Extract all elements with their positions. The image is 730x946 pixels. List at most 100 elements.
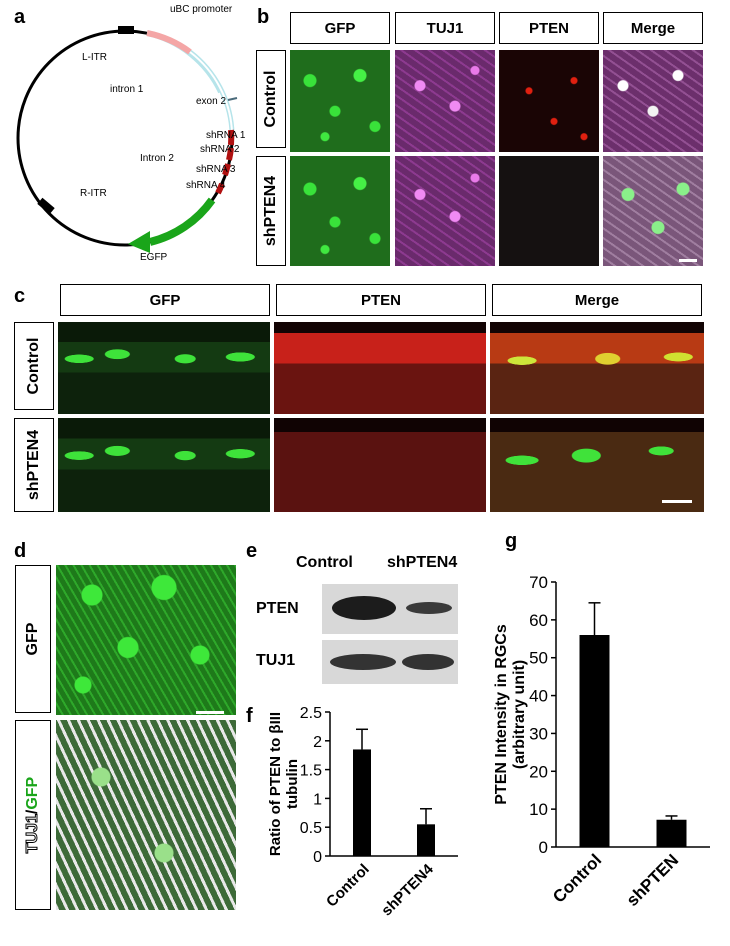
b-control-tuj1-image <box>395 50 495 152</box>
d-scalebar <box>196 711 224 714</box>
chart-f: 0 0.5 1 1.5 2 2.5 Control shPTEN4 Ratio of PTEN … <box>267 705 458 919</box>
e-tuj1-blot <box>322 640 458 684</box>
bar-shPTEN4 <box>417 824 435 856</box>
y-tick-label: 30 <box>529 724 548 743</box>
b-col-gfp: GFP <box>290 12 390 44</box>
x-tick-label: shPTEN <box>623 850 683 910</box>
y-tick-label: 40 <box>529 687 548 706</box>
e-pten-blot <box>322 584 458 634</box>
shrna3-block <box>222 163 231 176</box>
y-tick-label: 50 <box>529 649 548 668</box>
c-control-gfp-image <box>58 322 270 414</box>
y-tick-label: 0 <box>313 849 322 866</box>
c-shpten4-merge-image <box>490 418 704 512</box>
label-shrna4: shRNA 4 <box>186 180 226 191</box>
c-row-control: Control <box>14 322 54 410</box>
label-ritr: R-ITR <box>80 188 107 199</box>
label-shrna1: shRNA 1 <box>206 130 246 141</box>
e-lane-shpten4: shPTEN4 <box>387 554 458 571</box>
d-label-tuj1: TUJ1 <box>24 814 42 854</box>
bar-Control <box>579 635 610 847</box>
c-control-merge-image <box>490 322 704 414</box>
c-shpten4-pten-image <box>274 418 486 512</box>
label-litr: L-ITR <box>82 52 107 63</box>
d-label-gfp: GFP <box>15 565 51 713</box>
panel-label-a: a <box>14 6 26 28</box>
e-row-tuj1: TUJ1 <box>256 652 296 669</box>
x-tick-label: Control <box>549 850 605 906</box>
y-tick-label: 60 <box>529 611 548 630</box>
e-row-pten: PTEN <box>256 600 299 617</box>
y-tick-label: 20 <box>529 762 548 781</box>
label-ubc: uBC promoter <box>170 4 233 15</box>
b-col-tuj1: TUJ1 <box>395 12 495 44</box>
shrna4-block <box>215 182 225 195</box>
y-tick-label: 0 <box>539 838 548 857</box>
chart-g: 0 10 20 30 40 50 60 70 Control shPTEN PTEN Intensi… <box>493 573 710 910</box>
shrna2-block <box>226 147 234 161</box>
e-tuj1-band-shpten4 <box>402 654 454 670</box>
y-tick-label: 1.5 <box>300 763 322 780</box>
e-tuj1-band-control <box>330 654 396 670</box>
d-gfp-image <box>56 565 236 715</box>
b-col-pten: PTEN <box>499 12 599 44</box>
y-tick-label: 2 <box>313 734 322 751</box>
b-shpten4-pten-image <box>499 156 599 266</box>
intron-segment <box>188 50 235 133</box>
e-pten-band-control <box>332 596 396 620</box>
promoter-segment <box>146 30 192 55</box>
d-label-gfp2: GFP <box>24 776 41 810</box>
label-shrna2: shRNA 2 <box>200 144 240 155</box>
uBC-promoter-segment <box>146 30 224 94</box>
label-egfp: EGFP <box>140 252 168 260</box>
exon2-mark <box>227 97 238 101</box>
x-tick-label: Control <box>323 861 373 911</box>
y-axis-label: Ratio of PTEN to βIIItubulin <box>267 712 301 856</box>
label-exon2: exon 2 <box>196 96 226 107</box>
b-row-shpten4: shPTEN4 <box>256 156 286 266</box>
egfp-arrowhead <box>128 231 150 253</box>
b-row-control: Control <box>256 50 286 148</box>
x-tick-label: shPTEN4 <box>378 860 437 919</box>
b-control-gfp-image <box>290 50 390 152</box>
d-merge-image <box>56 720 236 910</box>
panel-label-d: d <box>14 540 27 562</box>
c-scalebar <box>662 500 692 503</box>
c-shpten4-gfp-image <box>58 418 270 512</box>
label-intron1: intron 1 <box>110 84 144 95</box>
panel-label-c: c <box>14 285 26 307</box>
label-shrna3: shRNA 3 <box>196 164 236 175</box>
ritr-block <box>37 197 55 215</box>
y-tick-label: 10 <box>529 800 548 819</box>
c-col-merge: Merge <box>492 284 702 316</box>
plasmid-map: uBC promoter L-ITR intron 1 exon 2 shRNA… <box>16 4 246 260</box>
b-shpten4-tuj1-image <box>395 156 495 266</box>
panel-label-b: b <box>257 6 270 28</box>
b-col-merge: Merge <box>603 12 703 44</box>
panel-label-f: f <box>246 705 253 727</box>
b-shpten4-merge-image <box>603 156 703 266</box>
e-pten-band-shpten4 <box>406 602 452 614</box>
b-control-pten-image <box>499 50 599 152</box>
bar-shPTEN <box>656 819 687 847</box>
panel-label-g: g <box>505 530 518 552</box>
y-tick-label: 1 <box>313 791 322 808</box>
y-tick-label: 70 <box>529 573 548 592</box>
egfp-segment <box>148 197 216 246</box>
b-control-merge-image <box>603 50 703 152</box>
c-row-shpten4: shPTEN4 <box>14 418 54 512</box>
label-intron2: Intron 2 <box>140 153 174 164</box>
bar-Control <box>353 749 371 856</box>
b-shpten4-gfp-image <box>290 156 390 266</box>
c-col-gfp: GFP <box>60 284 270 316</box>
c-control-pten-image <box>274 322 486 414</box>
y-axis-label: PTEN Intensity in RGCs(arbitrary unit) <box>493 624 528 805</box>
d-label-slash: / <box>24 809 41 815</box>
d-label-tuj1-gfp: TUJ1/GFP <box>15 720 51 910</box>
y-tick-label: 2.5 <box>300 705 322 722</box>
b-scalebar <box>679 259 697 262</box>
e-lane-control: Control <box>296 554 353 571</box>
litr-block <box>118 26 134 34</box>
c-col-pten: PTEN <box>276 284 486 316</box>
y-tick-label: 0.5 <box>300 820 322 837</box>
